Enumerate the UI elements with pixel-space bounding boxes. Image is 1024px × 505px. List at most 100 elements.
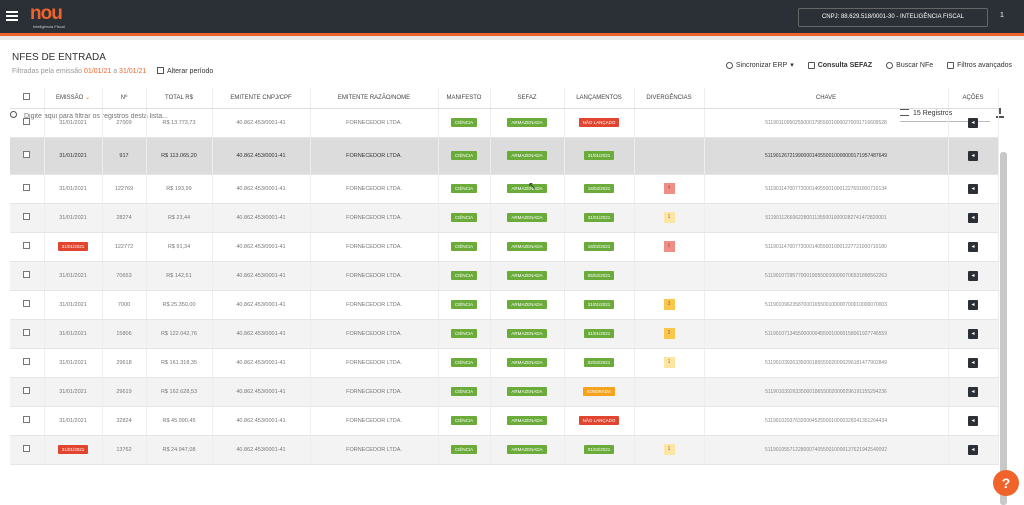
manifest-badge[interactable]: CIÊNCIA (450, 151, 478, 160)
row-actions-button[interactable] (968, 270, 978, 281)
launch-badge[interactable]: 02/02/2021 (583, 358, 615, 367)
table-row[interactable]: 31/01/2021 32824 R$ 45.990,45 40.862.453/00… (10, 406, 999, 436)
select-all[interactable] (10, 88, 45, 109)
row-select[interactable] (10, 137, 45, 175)
manifest-badge[interactable]: CIÊNCIA (450, 358, 478, 367)
manifest-badge[interactable]: CIÊNCIA (450, 329, 478, 338)
row-actions-button[interactable] (968, 183, 978, 194)
row-checkbox[interactable] (23, 300, 31, 307)
row-select[interactable] (10, 377, 45, 407)
row-select[interactable] (10, 174, 45, 204)
table-row[interactable]: 31/01/2021 29619 R$ 162.628,53 40.862.453/0… (10, 377, 999, 407)
sync-erp-button[interactable]: Sincronizar ERP ▾ (725, 61, 794, 69)
col-razao[interactable]: EMITENTE RAZÃO/NOME (310, 88, 439, 109)
launch-badge[interactable]: 31/01/2021 (583, 329, 615, 338)
row-checkbox[interactable] (23, 271, 31, 278)
table-row[interactable]: 31/01/2021 29618 R$ 161.318,35 40.862.453/0… (10, 348, 999, 378)
row-actions-button[interactable] (968, 150, 978, 161)
row-checkbox[interactable] (23, 151, 31, 158)
row-actions-button[interactable] (968, 415, 978, 426)
table-row[interactable]: 31/01/2021 70653 R$ 142,51 40.862.453/0001-… (10, 261, 999, 291)
manifest-badge[interactable]: CIÊNCIA (450, 416, 478, 425)
divergence-count[interactable]: 1 (663, 444, 675, 455)
row-checkbox[interactable] (23, 118, 31, 125)
row-actions-button[interactable] (968, 241, 978, 252)
row-select[interactable] (10, 203, 45, 233)
row-checkbox[interactable] (23, 184, 31, 191)
col-chave[interactable]: CHAVE (704, 88, 949, 109)
row-checkbox[interactable] (23, 358, 31, 365)
scrollbar[interactable] (1000, 152, 1007, 505)
change-period-button[interactable]: Alterar período (157, 67, 213, 75)
divergence-count[interactable]: 1 (663, 357, 675, 368)
col-divergencias[interactable]: DIVERGÊNCIAS (634, 88, 705, 109)
manifest-badge[interactable]: CIÊNCIA (450, 118, 478, 127)
row-actions-button[interactable] (968, 299, 978, 310)
divergence-count[interactable]: 1 (663, 212, 675, 223)
col-emissao[interactable]: EMISSÃO ⌄ (44, 88, 103, 109)
row-select[interactable] (10, 406, 45, 436)
row-select[interactable] (10, 348, 45, 378)
divergence-count[interactable]: 3 (663, 299, 675, 310)
advanced-filters-button[interactable]: Filtros avançados (947, 61, 1012, 69)
row-checkbox[interactable] (23, 213, 31, 220)
manifest-badge[interactable]: CIÊNCIA (450, 213, 478, 222)
manifest-badge[interactable]: CIÊNCIA (450, 184, 478, 193)
table-row[interactable]: 31/01/2021 122769 R$ 193,99 40.862.453/0001… (10, 174, 999, 204)
table-row[interactable]: 31/01/2021 15806 R$ 122.042,76 40.862.453/0… (10, 319, 999, 349)
launch-badge[interactable]: 31/01/2021 (583, 213, 615, 222)
notification-count[interactable]: 1 (1000, 12, 1004, 19)
row-actions-button[interactable] (968, 444, 978, 455)
help-button[interactable]: ? (993, 470, 1019, 496)
col-numero[interactable]: Nº (102, 88, 147, 109)
table-row[interactable]: 31/01/2021 7000 R$ 25.350,00 40.862.453/000… (10, 290, 999, 320)
row-actions-button[interactable] (968, 117, 978, 128)
manifest-badge[interactable]: CIÊNCIA (450, 387, 478, 396)
company-selector[interactable]: CNPJ: 88.629.518/0001-30 - INTELIGÊNCIA … (798, 8, 988, 27)
row-actions-button[interactable] (968, 212, 978, 223)
launch-badge[interactable]: NÃO LANÇADO (578, 416, 620, 425)
launch-badge[interactable]: 31/01/2021 (583, 151, 615, 160)
hamburger-menu-icon[interactable] (6, 11, 18, 21)
row-select[interactable] (10, 435, 45, 465)
manifest-badge[interactable]: CIÊNCIA (450, 271, 478, 280)
row-checkbox[interactable] (23, 416, 31, 423)
divergence-count[interactable]: 5 (663, 241, 675, 252)
col-lancamentos[interactable]: LANÇAMENTOS (564, 88, 635, 109)
table-row[interactable]: 31/01/2021 28274 R$ 23,44 40.862.453/0001-4… (10, 203, 999, 233)
launch-badge[interactable]: 05/02/2021 (583, 271, 615, 280)
consulta-sefaz-button[interactable]: Consulta SEFAZ (807, 61, 872, 69)
launch-badge[interactable]: 18/02/2021 (583, 184, 615, 193)
table-row[interactable]: 31/01/2021 27009 R$ 13.773,73 40.862.453/00… (10, 108, 999, 138)
search-nfe-button[interactable]: Buscar NFe (886, 61, 933, 69)
row-actions-button[interactable] (968, 386, 978, 397)
row-actions-button[interactable] (968, 357, 978, 368)
table-row[interactable]: 31/01/2021 917 R$ 113.065,20 40.862.453/000… (10, 137, 999, 175)
row-actions-button[interactable] (968, 328, 978, 339)
row-select[interactable] (10, 290, 45, 320)
col-sefaz[interactable]: SEFAZ (490, 88, 565, 109)
manifest-badge[interactable]: CIÊNCIA (450, 242, 478, 251)
row-select[interactable] (10, 232, 45, 262)
col-cnpj[interactable]: EMITENTE CNPJ/CPF (212, 88, 311, 109)
row-select[interactable] (10, 319, 45, 349)
col-total[interactable]: TOTAL R$ (146, 88, 213, 109)
row-checkbox[interactable] (23, 329, 31, 336)
row-checkbox[interactable] (23, 242, 31, 249)
launch-badge[interactable]: 31/01/2021 (583, 300, 615, 309)
divergence-count[interactable]: 2 (663, 328, 675, 339)
manifest-badge[interactable]: CIÊNCIA (450, 445, 478, 454)
row-checkbox[interactable] (23, 445, 31, 452)
col-manifesto[interactable]: MANIFESTO (438, 88, 491, 109)
export-download-icon[interactable] (996, 108, 1004, 118)
launch-badge[interactable]: 18/02/2021 (583, 242, 615, 251)
table-row[interactable]: 31/01/2021 122772 R$ 91,34 40.862.453/0001-… (10, 232, 999, 262)
launch-badge[interactable]: NÃO LANÇADO (578, 118, 620, 127)
select-all-checkbox[interactable] (23, 93, 31, 101)
row-select[interactable] (10, 261, 45, 291)
divergence-count[interactable]: 4 (663, 183, 675, 194)
launch-badge[interactable]: IGNORADA (582, 387, 615, 396)
row-select[interactable] (10, 108, 45, 138)
launch-badge[interactable]: 01/02/2021 (583, 445, 615, 454)
row-checkbox[interactable] (23, 387, 31, 394)
